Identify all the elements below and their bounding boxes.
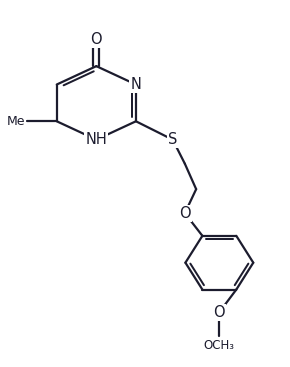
Text: O: O [179, 206, 191, 221]
Text: O: O [90, 32, 102, 47]
Text: OCH₃: OCH₃ [204, 339, 235, 352]
Text: NH: NH [86, 132, 107, 147]
Text: N: N [130, 77, 141, 92]
Text: Me: Me [7, 115, 26, 128]
Text: S: S [168, 132, 177, 147]
Text: O: O [213, 305, 225, 320]
